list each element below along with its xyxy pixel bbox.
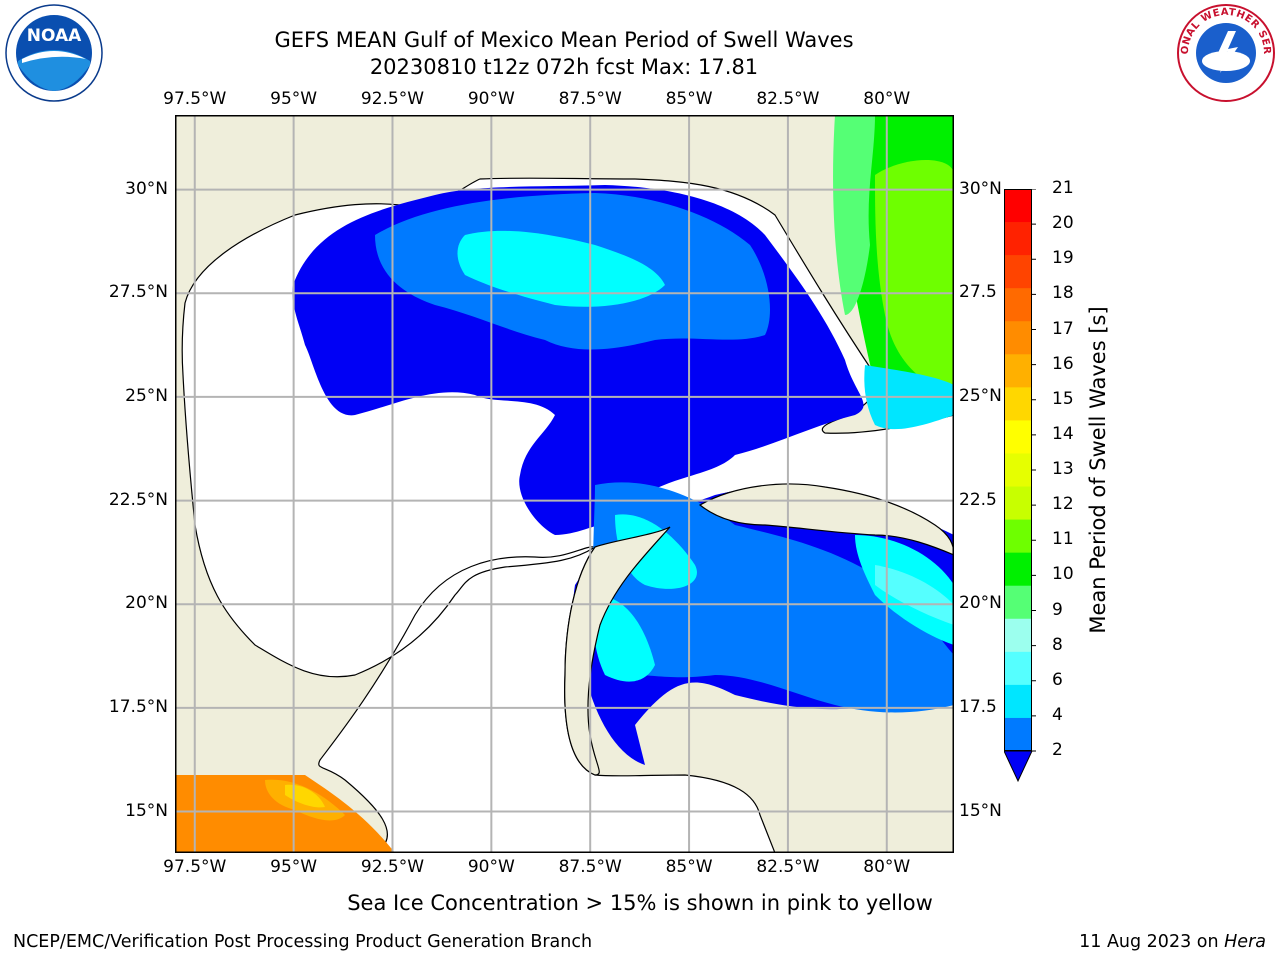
colorbar-tick-label: 11 [1052, 529, 1074, 550]
colorbar-tick-label: 12 [1052, 494, 1074, 515]
svg-text:NOAA: NOAA [27, 26, 82, 46]
colorbar-frame [1004, 189, 1032, 751]
colorbar-tick-label: 14 [1052, 423, 1074, 444]
lon-label-top: 85°W [665, 89, 713, 109]
colorbar-segment [1004, 255, 1032, 289]
lat-label-left: 20°N [125, 593, 168, 614]
colorbar-tick-label: 6 [1052, 669, 1063, 690]
colorbar-segment [1004, 684, 1032, 719]
lat-label-left: 22.5°N [108, 489, 168, 510]
lat-label-right: 15°N [959, 800, 1002, 821]
nws-logo: NATIONAL WEATHER SERVICE [1172, 0, 1276, 103]
colorbar-segment [1004, 387, 1032, 421]
colorbar-segment [1004, 651, 1032, 686]
colorbar-segment [1004, 288, 1032, 322]
colorbar-segment [1004, 552, 1032, 587]
map-frame [175, 115, 954, 853]
chart-title: GEFS MEAN Gulf of Mexico Mean Period of … [274, 28, 854, 52]
colorbar-tick-label: 10 [1052, 564, 1074, 585]
lat-label-right: 17.5 [959, 696, 997, 717]
colorbar-tick-label: 13 [1052, 459, 1074, 479]
colorbar-tick-label: 16 [1052, 353, 1074, 374]
lon-label-top: 87.5°W [558, 89, 622, 109]
colorbar-extend-triangle [1003, 750, 1033, 783]
lon-label-bottom: 80°W [863, 857, 911, 877]
sea-ice-field [175, 775, 395, 853]
lon-label-top: 90°W [467, 89, 515, 109]
chart-subtitle: 20230810 t12z 072h fcst Max: 17.81 [369, 55, 759, 79]
colorbar-tick-label: 19 [1052, 248, 1074, 269]
colorbar-tick-label: 17 [1052, 318, 1074, 339]
colorbar-tick-label: 2 [1052, 740, 1063, 760]
colorbar-segment [1004, 222, 1032, 256]
map-panel [175, 115, 954, 853]
lon-label-top: 80°W [863, 89, 911, 109]
colorbar-segment [1004, 453, 1032, 488]
colorbar-tick-label: 21 [1052, 178, 1074, 198]
footer-date: 11 Aug 2023 on Hera [1079, 932, 1266, 952]
colorbar-tick-label: 20 [1052, 213, 1074, 234]
footer-date-text: 11 Aug 2023 on [1079, 932, 1225, 952]
lat-label-left: 27.5°N [108, 282, 168, 303]
colorbar-segment [1004, 354, 1032, 388]
lat-label-left: 30°N [125, 178, 168, 199]
footer-producer: NCEP/EMC/Verification Post Processing Pr… [13, 932, 593, 952]
lat-label-left: 25°N [125, 385, 168, 406]
colorbar-tick-label: 9 [1052, 599, 1063, 620]
lat-label-left: 17.5°N [108, 696, 168, 717]
lon-label-bottom: 90°W [467, 857, 515, 877]
lon-label-top: 92.5°W [360, 89, 425, 109]
colorbar-segment [1004, 585, 1032, 620]
lat-label-right: 27.5 [959, 282, 997, 303]
sea-ice-note: Sea Ice Concentration > 15% is shown in … [347, 891, 933, 915]
colorbar-segment [1004, 420, 1032, 454]
noaa-logo: NOAA [4, 3, 104, 103]
lat-label-right: 30°N [959, 178, 1002, 199]
colorbar-tick-label: 18 [1052, 283, 1074, 304]
lon-label-bottom: 82.5°W [756, 857, 820, 877]
colorbar-tick-label: 15 [1052, 388, 1074, 409]
lon-label-bottom: 95°W [270, 857, 318, 877]
lon-label-bottom: 97.5°W [163, 857, 227, 877]
lon-label-top: 97.5°W [163, 89, 227, 109]
colorbar-tick-label: 4 [1052, 704, 1063, 725]
colorbar-segment [1004, 519, 1032, 554]
lat-label-right: 22.5 [959, 489, 997, 510]
lon-label-bottom: 85°W [665, 857, 713, 877]
lon-label-bottom: 92.5°W [360, 857, 425, 877]
colorbar-segment [1004, 486, 1032, 521]
footer-host: Hera [1224, 932, 1266, 952]
map-canvas [175, 115, 954, 853]
lat-label-left: 15°N [125, 800, 168, 821]
colorbar-segment [1004, 189, 1032, 223]
colorbar-segment [1004, 618, 1032, 653]
lon-label-top: 95°W [270, 89, 318, 109]
lat-label-right: 20°N [959, 593, 1002, 614]
lon-label-bottom: 87.5°W [558, 857, 622, 877]
lon-label-top: 82.5°W [756, 89, 820, 109]
colorbar-segment [1004, 321, 1032, 355]
colorbar-tick-label: 8 [1052, 634, 1063, 655]
colorbar [1003, 188, 1036, 783]
lat-label-right: 25°N [959, 385, 1002, 406]
colorbar-segment [1004, 717, 1032, 752]
